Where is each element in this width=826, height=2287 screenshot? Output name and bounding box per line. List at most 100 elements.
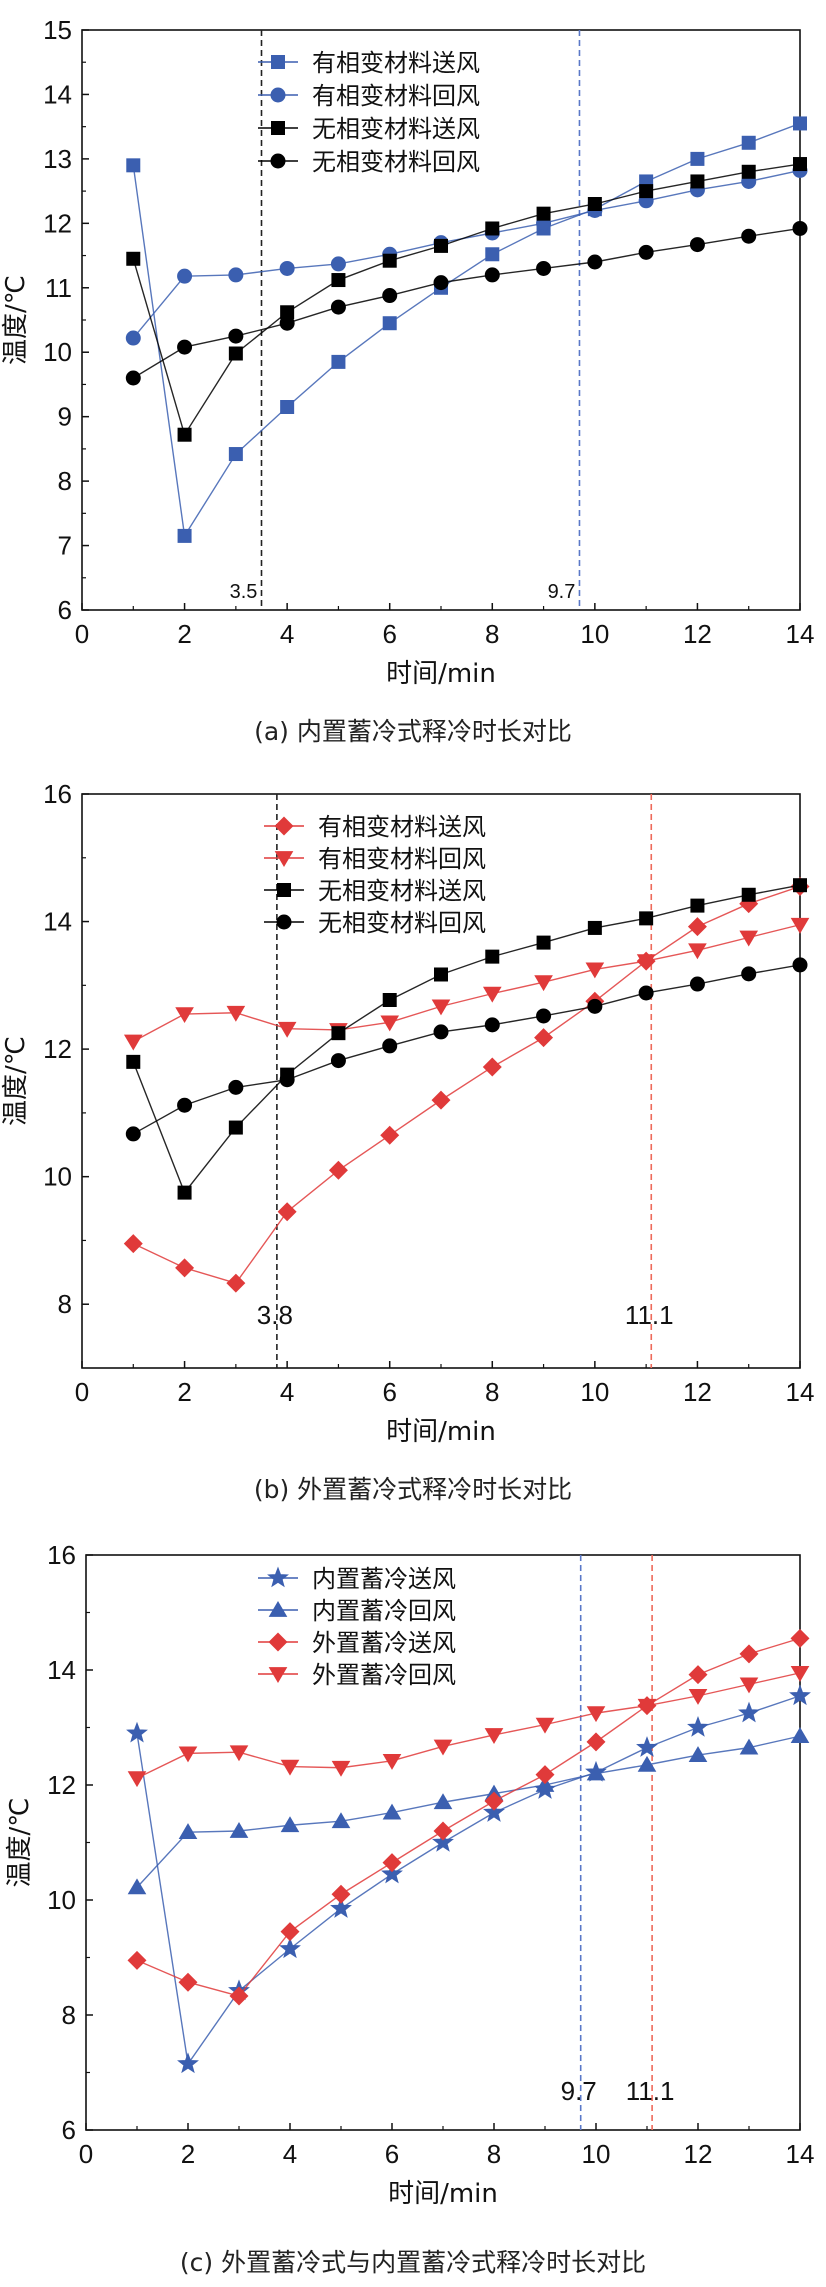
legend-label: 有相变材料送风 (318, 813, 486, 841)
data-point (433, 1793, 453, 1810)
data-point (380, 1015, 400, 1032)
data-point (123, 1234, 143, 1254)
data-point (688, 943, 707, 960)
reference-line-label: 11.1 (625, 1300, 674, 1330)
x-axis-label: 时间/min (386, 659, 496, 689)
data-point (587, 254, 603, 270)
data-point (382, 1803, 402, 1820)
x-tick-label: 8 (485, 619, 499, 649)
x-tick-label: 0 (79, 2139, 93, 2169)
data-point (382, 253, 397, 268)
data-point (177, 339, 193, 355)
x-tick-label: 6 (382, 619, 396, 649)
data-point (483, 1801, 505, 1822)
legend-label: 内置蓄冷回风 (312, 1597, 456, 1625)
data-point (587, 920, 602, 935)
data-point (434, 238, 448, 253)
reference-line-label: 9.7 (561, 2076, 597, 2106)
legend-marker (270, 87, 286, 103)
data-point (741, 966, 757, 982)
reference-line-label: 3.8 (257, 1300, 293, 1330)
y-tick-label: 11 (45, 273, 72, 303)
data-point (279, 1072, 295, 1088)
data-point (687, 917, 707, 937)
chart-1: 0 2 4 6 8 10 12 14 8 10 12 14 16 时间/min 温度/℃ 3.8 11.1 有相变… (1, 779, 814, 1447)
y-tick-label: 9 (58, 402, 72, 432)
y-tick-label: 8 (58, 466, 72, 496)
data-point (226, 1005, 246, 1022)
data-point (586, 1732, 606, 1752)
legend-label: 有相变材料回风 (318, 845, 486, 873)
data-point (125, 330, 141, 346)
data-point (380, 1125, 400, 1145)
data-point (485, 247, 500, 262)
data-point (484, 267, 500, 283)
data-point (688, 1689, 708, 1705)
series-line (136, 1672, 801, 1779)
data-point (177, 1097, 193, 1113)
x-tick-label: 14 (786, 1377, 815, 1407)
x-tick-label: 14 (786, 2139, 815, 2169)
data-point (484, 1791, 504, 1811)
data-point (688, 1746, 708, 1762)
data-point (331, 1760, 351, 1777)
data-point (689, 976, 705, 992)
data-point (741, 135, 756, 150)
legend-marker (277, 883, 291, 897)
data-point (688, 1665, 708, 1685)
series-line (132, 884, 801, 1195)
data-point (536, 1008, 552, 1024)
y-tick-label: 15 (43, 15, 72, 45)
data-point (689, 237, 705, 253)
data-point (739, 1738, 759, 1755)
y-axis-label: 温度/℃ (1, 1036, 31, 1126)
x-tick-label: 0 (75, 619, 89, 649)
x-tick-label: 2 (181, 2139, 195, 2169)
legend-marker (274, 816, 294, 836)
y-tick-label: 13 (43, 144, 72, 174)
data-point (433, 1739, 453, 1756)
x-tick-label: 8 (485, 1377, 499, 1407)
data-point (738, 1701, 760, 1723)
data-point (534, 1028, 554, 1048)
data-point (126, 251, 141, 266)
data-point (789, 1684, 811, 1706)
data-point (126, 1721, 148, 1743)
data-point (739, 930, 759, 947)
data-point (330, 299, 346, 315)
data-point (175, 1007, 194, 1024)
legend-marker (268, 1667, 288, 1684)
caption-c: (c) 外置蓄冷式与内置蓄冷式释冷时长对比 (179, 2248, 647, 2277)
data-point (125, 370, 141, 386)
data-point (638, 985, 654, 1001)
x-tick-label: 14 (786, 619, 815, 649)
data-point (792, 220, 808, 236)
legend-label: 内置蓄冷送风 (312, 1565, 456, 1593)
legend-label: 无相变材料送风 (312, 115, 480, 143)
data-point (687, 1715, 709, 1737)
data-point (382, 316, 397, 331)
legend-marker (268, 1600, 288, 1617)
chart-0: 0 2 4 6 8 10 12 14 6 7 8 9 10 11 12 13 14 15 时间/min 温度/℃ 3.5… (1, 15, 814, 689)
data-point (331, 1884, 351, 1904)
data-point (123, 1034, 143, 1051)
series-line (132, 122, 801, 538)
data-point (228, 1120, 243, 1135)
data-point (382, 1754, 402, 1770)
y-axis-label: 温度/℃ (1, 275, 31, 365)
data-point (280, 1816, 300, 1833)
data-point (741, 887, 756, 902)
x-tick-label: 6 (385, 2139, 399, 2169)
data-point (382, 1853, 402, 1873)
data-point (790, 1666, 810, 1682)
data-point (587, 998, 603, 1014)
legend-marker (267, 1566, 289, 1588)
data-point (535, 1717, 555, 1734)
chart-2: 0 2 4 6 8 10 12 14 6 8 10 12 14 16 时间/min 温度/℃ 9.7 11.1 内置… (5, 1540, 814, 2209)
data-point (127, 1878, 147, 1895)
y-axis-label: 温度/℃ (5, 1798, 35, 1888)
x-tick-label: 4 (280, 619, 294, 649)
legend-label: 外置蓄冷送风 (312, 1629, 456, 1657)
x-tick-label: 6 (382, 1377, 396, 1407)
series-line (132, 227, 801, 379)
